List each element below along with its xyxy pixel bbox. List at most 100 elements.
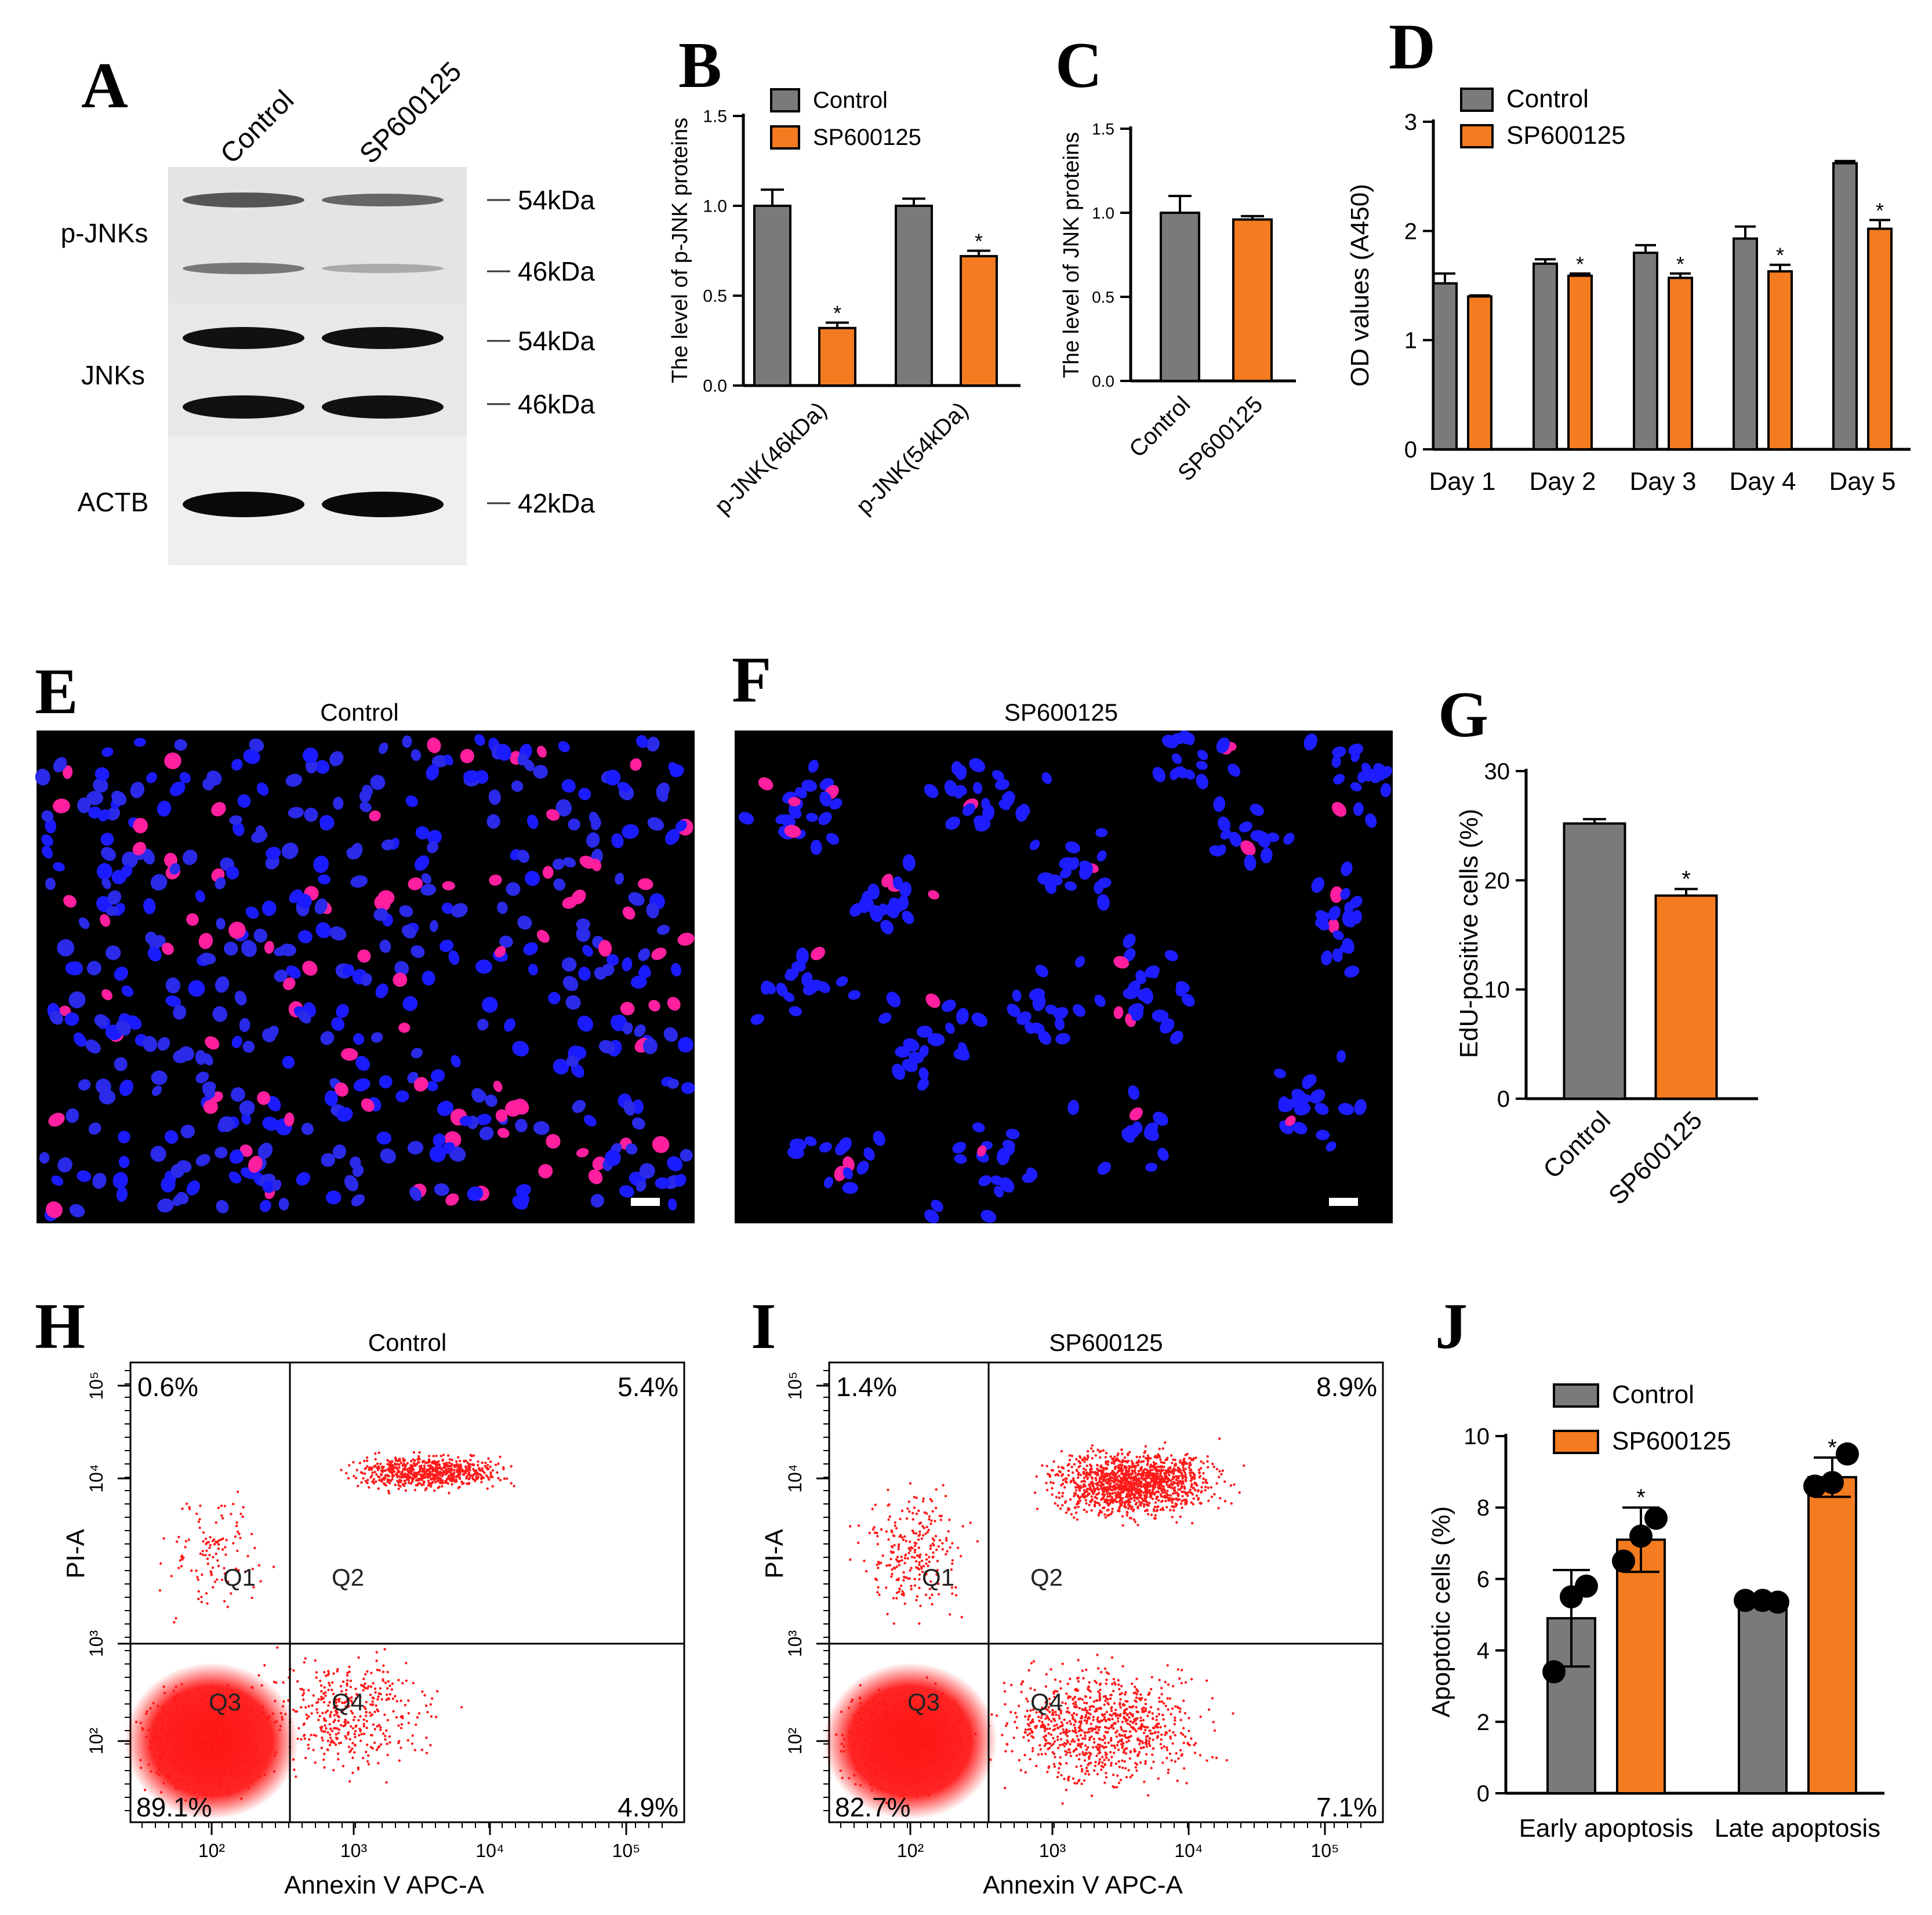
panel-H-event-dot: [409, 1471, 413, 1474]
panel-F-cell-nucleus: [916, 1026, 933, 1038]
panel-H-event-dot: [442, 1470, 445, 1473]
panel-I-event-dot: [899, 1768, 902, 1771]
panel-E-cell-nucleus: [342, 964, 355, 977]
panel-F-cell-nucleus: [1339, 943, 1351, 953]
panel-H-event-dot: [224, 1756, 227, 1759]
panel-H-event-dot: [211, 1586, 215, 1589]
panel-E-cell-nucleus: [121, 851, 138, 869]
panel-F-cell-nucleus: [952, 1142, 967, 1154]
panel-F-cell-nucleus: [886, 991, 901, 1008]
panel-I-event-dot: [935, 1776, 938, 1779]
panel-E-cell-nucleus: [402, 735, 412, 748]
panel-E-cell-nucleus: [566, 1055, 579, 1067]
panel-E-cell-nucleus: [353, 1078, 371, 1092]
panel-I-event-dot: [953, 1726, 956, 1729]
panel-I-event-dot: [892, 1754, 895, 1758]
panel-H-event-dot: [195, 1705, 198, 1708]
panel-H-event-dot: [342, 1764, 345, 1768]
panel-E-cell-nucleus: [95, 767, 110, 781]
panel-I-event-dot: [919, 1746, 922, 1750]
panel-E-cell-nucleus: [558, 741, 570, 753]
panel-H-event-dot: [190, 1734, 193, 1737]
panel-F-cell-nucleus: [924, 1209, 939, 1223]
panel-I-event-dot: [1194, 1456, 1197, 1459]
panel-H-event-dot: [510, 1465, 513, 1468]
panel-I-event-dot: [933, 1778, 936, 1781]
panel-H-event-dot: [313, 1734, 315, 1736]
panel-I-event-dot: [902, 1780, 905, 1783]
panel-F-cell-nucleus: [1341, 861, 1353, 877]
panel-F-cell-nucleus: [1128, 1003, 1144, 1016]
panel-F-cell-nucleus: [1218, 816, 1231, 833]
panel-H-event-dot: [482, 1476, 485, 1480]
panel-H-event-dot: [351, 1727, 355, 1730]
panel-I-event-dot: [900, 1711, 903, 1714]
panel-E-cell-nucleus: [162, 942, 174, 955]
panel-I-event-dot: [1111, 1507, 1114, 1510]
panel-H-event-dot: [237, 1766, 241, 1769]
panel-E-cell-nucleus: [100, 914, 111, 927]
panel-H-event-dot: [206, 1765, 210, 1768]
panel-E-cell-nucleus: [228, 921, 246, 939]
panel-E-cell-nucleus: [393, 972, 408, 987]
panel-I-event-dot: [922, 1724, 925, 1727]
panel-I-event-dot: [1126, 1452, 1130, 1455]
panel-I-event-dot: [946, 1740, 950, 1744]
panel-H-event-dot: [510, 1482, 513, 1485]
panel-I-event-dot: [934, 1740, 936, 1743]
panel-E-cell-nucleus: [259, 1200, 271, 1212]
panel-E-cell-nucleus: [351, 1194, 365, 1207]
panel-H-event-dot: [387, 1697, 390, 1700]
panel-E-cell-nucleus: [202, 778, 215, 791]
panel-H-event-dot: [216, 1783, 219, 1786]
panel-H-event-dot: [276, 1646, 279, 1649]
panel-H-event-dot: [369, 1466, 373, 1469]
panel-I-event-dot: [1073, 1463, 1076, 1466]
panel-H-event-dot: [437, 1477, 440, 1480]
panel-H-event-dot: [388, 1741, 391, 1744]
panel-I-event-dot: [887, 1715, 889, 1718]
panel-H-percent-q4: 4.9%: [618, 1792, 678, 1822]
panel-H-event-dot: [189, 1754, 193, 1758]
panel-I-event-dot: [1054, 1474, 1057, 1477]
panel-I-event-dot: [1181, 1495, 1184, 1498]
panel-E-cell-nucleus: [369, 810, 381, 822]
panel-H-event-dot: [382, 1732, 385, 1735]
panel-I-event-dot: [897, 1715, 900, 1718]
panel-E-cell-nucleus: [224, 942, 238, 956]
panel-H-event-dot: [253, 1753, 256, 1756]
panel-D-legend-label: Control: [1506, 85, 1589, 113]
panel-I-event-dot: [893, 1721, 896, 1724]
panel-H-event-dot: [281, 1718, 284, 1721]
panel-I-event-dot: [877, 1727, 880, 1729]
panel-H-event-dot: [197, 1597, 200, 1601]
panel-H-event-dot: [385, 1729, 388, 1732]
panel-I-event-dot: [1238, 1491, 1241, 1494]
panel-H-event-dot: [161, 1720, 164, 1723]
panel-H-event-dot: [474, 1480, 477, 1482]
panel-H-event-dot: [353, 1474, 355, 1478]
panel-H-event-dot: [303, 1734, 306, 1738]
panel-F-cell-nucleus: [902, 854, 916, 871]
panel-H-event-dot: [159, 1742, 162, 1745]
panel-E-cell-nucleus: [374, 895, 391, 911]
panel-I-event-dot: [865, 1763, 868, 1766]
panel-H-event-dot: [393, 1470, 396, 1473]
panel-H-event-dot: [263, 1664, 266, 1667]
panel-H-event-dot: [409, 1482, 412, 1485]
panel-H-event-dot: [367, 1763, 371, 1766]
panel-H-event-dot: [397, 1459, 400, 1462]
panel-E-cell-nucleus: [45, 818, 57, 834]
panel-E-cell-nucleus: [93, 778, 108, 793]
panel-H-event-dot: [496, 1471, 499, 1474]
panel-I-event-dot: [880, 1760, 883, 1763]
panel-H-event-dot: [364, 1682, 366, 1685]
panel-H-event-dot: [234, 1567, 238, 1570]
panel-H-event-dot: [186, 1788, 190, 1791]
panel-H-event-dot: [157, 1746, 159, 1750]
panel-H-event-dot: [194, 1723, 198, 1727]
panel-D-legend-swatch: [1460, 124, 1494, 148]
panel-E-cell-nucleus: [427, 830, 442, 845]
panel-I-event-dot: [903, 1763, 906, 1767]
panel-E-cell-nucleus: [257, 1091, 271, 1105]
